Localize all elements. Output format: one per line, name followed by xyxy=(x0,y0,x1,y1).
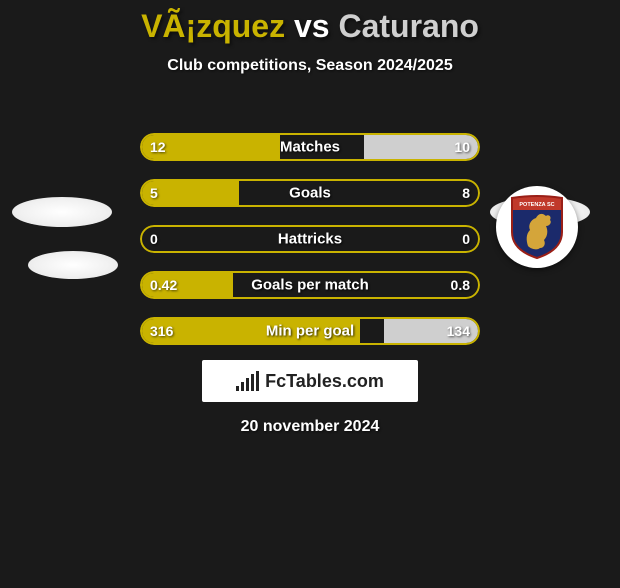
vs-word: vs xyxy=(294,8,330,44)
logo-bars-icon xyxy=(236,371,259,391)
logo-bar xyxy=(246,378,249,391)
player1-avatar-ellipse-1 xyxy=(12,197,112,227)
shield-top-text: POTENZA SC xyxy=(519,202,554,208)
metric-value-player1: 0 xyxy=(150,231,158,247)
metric-label: Hattricks xyxy=(278,231,342,248)
metric-value-player2: 134 xyxy=(447,323,470,339)
player2-club-badge: POTENZA SC xyxy=(496,186,578,268)
season-subtitle: Club competitions, Season 2024/2025 xyxy=(0,57,620,75)
player1-name: VÃ¡zquez xyxy=(141,8,285,44)
logo-bar xyxy=(256,371,259,391)
logo-bar xyxy=(236,386,239,391)
metric-value-player1: 316 xyxy=(150,323,173,339)
metric-row: 0.42 0.8 Goals per match xyxy=(140,271,480,299)
player1-avatar-ellipse-2 xyxy=(28,251,118,279)
logo-text: FcTables.com xyxy=(265,371,384,392)
metric-label: Matches xyxy=(280,139,340,156)
metric-row: 12 10 Matches xyxy=(140,133,480,161)
metric-value-player2: 8 xyxy=(462,185,470,201)
metric-row: 0 0 Hattricks xyxy=(140,225,480,253)
metric-value-player1: 5 xyxy=(150,185,158,201)
metric-label: Goals xyxy=(289,185,331,202)
comparison-title: VÃ¡zquez vs Caturano xyxy=(0,8,620,45)
metric-value-player2: 0 xyxy=(462,231,470,247)
metric-row: 5 8 Goals xyxy=(140,179,480,207)
club-shield-icon: POTENZA SC xyxy=(508,194,566,260)
metric-value-player2: 0.8 xyxy=(451,277,470,293)
snapshot-date: 20 november 2024 xyxy=(0,418,620,436)
metric-value-player1: 0.42 xyxy=(150,277,177,293)
metric-value-player2: 10 xyxy=(454,139,470,155)
logo-bar xyxy=(251,374,254,391)
player2-name: Caturano xyxy=(338,8,478,44)
metric-value-player1: 12 xyxy=(150,139,166,155)
metric-label: Min per goal xyxy=(266,323,354,340)
metric-row: 316 134 Min per goal xyxy=(140,317,480,345)
fctables-logo: FcTables.com xyxy=(202,360,418,402)
metric-label: Goals per match xyxy=(251,277,369,294)
logo-bar xyxy=(241,382,244,391)
